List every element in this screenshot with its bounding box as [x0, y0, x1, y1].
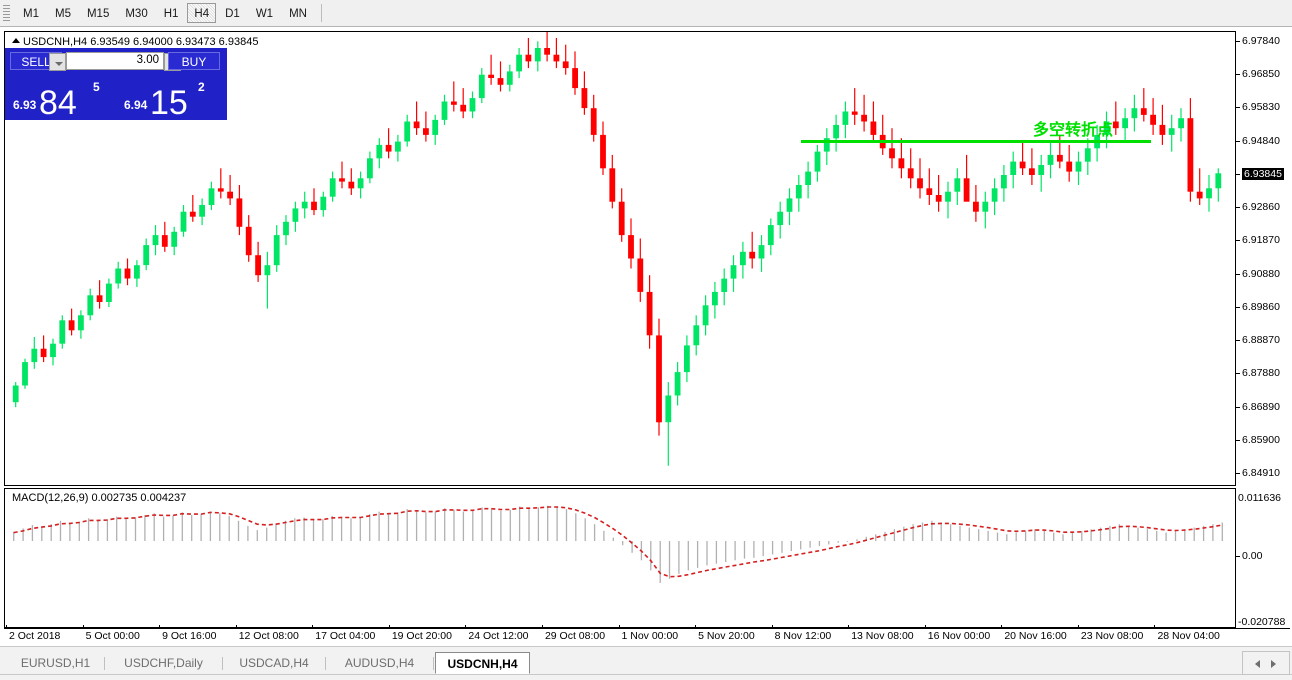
timeframe-d1[interactable]: D1 — [225, 8, 240, 20]
sell-price-main: 84 — [39, 84, 77, 122]
trendline-label[interactable]: 多空转折点 — [1033, 120, 1114, 139]
price-axis[interactable]: 6.97840 6.96850 6.95830 6.94840 6.93845 6.928… — [1236, 31, 1290, 486]
volume-input[interactable]: 3.00 — [49, 52, 181, 71]
chart-tab-usdcad-h4[interactable]: USDCAD,H4 — [239, 656, 309, 670]
timeframe-toolbar: M1 M5 M15 M30 H1 H4 D1 W1 MN — [0, 0, 1292, 27]
buy-price-main: 15 — [150, 84, 188, 122]
time-axis[interactable]: 2 Oct 2018 5 Oct 00:00 9 Oct 16:00 12 Oct 0… — [4, 625, 1290, 646]
buy-price-prefix: 6.94 — [124, 98, 148, 112]
chart-header-text: USDCNH,H4 6.93549 6.94000 6.93473 6.9384… — [23, 36, 259, 48]
tab-separator — [104, 657, 105, 670]
timeframe-m1[interactable]: M1 — [23, 8, 39, 20]
buy-button[interactable]: BUY — [168, 52, 220, 70]
buy-price-fraction: 2 — [198, 80, 205, 94]
trendline-shape[interactable] — [801, 140, 1151, 143]
tab-separator — [222, 657, 223, 670]
tab-separator — [325, 657, 326, 670]
buy-price-display[interactable]: 6.94 15 2 — [118, 74, 225, 122]
tab-separator — [433, 657, 434, 670]
timeframe-m15[interactable]: M15 — [86, 8, 110, 20]
timeframe-w1[interactable]: W1 — [255, 8, 274, 20]
arrow-left-icon[interactable] — [1255, 660, 1260, 668]
timeframe-mn[interactable]: MN — [289, 8, 307, 20]
arrow-right-icon[interactable] — [1271, 660, 1276, 668]
timeframe-h1[interactable]: H1 — [163, 8, 179, 20]
sell-price-prefix: 6.93 — [13, 98, 37, 112]
chart-tab-audusd-h4[interactable]: AUDUSD,H4 — [344, 656, 415, 670]
chart-window: USDCNH,H4 6.93549 6.94000 6.93473 6.9384… — [0, 29, 1292, 646]
macd-series — [13, 505, 1223, 583]
timeframe-m30[interactable]: M30 — [125, 8, 148, 20]
collapse-triangle-icon[interactable] — [12, 38, 20, 43]
chart-tab-eurusd-h1[interactable]: EURUSD,H1 — [20, 656, 91, 670]
candlestick-series — [12, 32, 1222, 466]
oct-controls-row: SELL 3.00 BUY — [6, 49, 226, 73]
chart-header: USDCNH,H4 6.93549 6.94000 6.93473 6.9384… — [12, 36, 258, 48]
macd-indicator-pane[interactable]: MACD(12,26,9) 0.002735 0.004237 — [4, 488, 1236, 628]
sell-price-display[interactable]: 6.93 84 5 — [7, 74, 114, 122]
macd-axis: 0.011636 0.00 -0.020788 — [1236, 492, 1286, 628]
volume-decrement-button[interactable] — [49, 53, 66, 71]
chevron-down-icon — [55, 62, 63, 66]
one-click-trading-panel[interactable]: SELL 3.00 BUY 6.93 84 5 6.94 15 2 — [5, 48, 227, 120]
timeframe-m5[interactable]: M5 — [54, 8, 71, 20]
chart-tab-usdcnh-h4[interactable]: USDCNH,H4 — [435, 652, 530, 674]
chart-tab-usdchf-daily[interactable]: USDCHF,Daily — [124, 656, 203, 670]
chart-tabs-bar: EURUSD,H1 USDCHF,Daily USDCAD,H4 AUDUSD,H4 U… — [0, 646, 1292, 680]
toolbar-separator — [320, 4, 322, 22]
volume-value: 3.00 — [136, 54, 159, 66]
tabs-underline — [0, 674, 1292, 675]
macd-header: MACD(12,26,9) 0.002735 0.004237 — [12, 492, 187, 504]
sell-price-fraction: 5 — [93, 80, 100, 94]
toolbar-drag-grip[interactable] — [2, 4, 11, 22]
tab-scroll-buttons[interactable] — [1242, 651, 1290, 675]
timeframe-h4[interactable]: H4 — [187, 3, 217, 23]
